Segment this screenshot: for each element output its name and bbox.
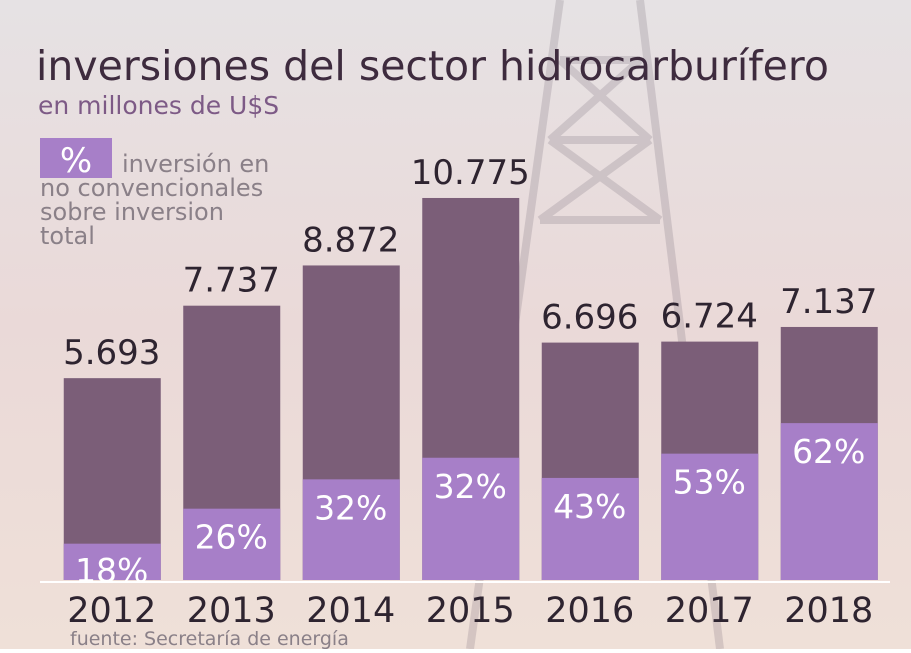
percent-label: 43% (553, 487, 626, 526)
chart-title: inversiones del sector hidrocarburífero (36, 42, 829, 90)
value-label: 10.775 (411, 153, 530, 193)
x-tick-label: 2017 (665, 591, 754, 631)
x-tick-label: 2012 (67, 591, 156, 631)
x-tick-label: 2015 (426, 591, 515, 631)
percent-label: 26% (195, 518, 268, 557)
percent-label: 32% (314, 488, 387, 527)
legend-line: total (40, 222, 95, 250)
percent-label: 62% (792, 432, 865, 471)
percent-label: 32% (434, 467, 507, 506)
source: fuente: Secretaría de energía (70, 628, 349, 649)
x-tick-label: 2014 (306, 591, 395, 631)
legend-line: no convencionales (40, 174, 263, 202)
bar-segment (302, 479, 400, 580)
bar-segment (422, 457, 520, 580)
legend-swatch (40, 138, 112, 178)
x-tick-label: 2016 (545, 591, 634, 631)
value-label: 7.137 (780, 282, 877, 322)
value-label: 5.693 (63, 333, 160, 373)
legend-line: inversión en (122, 150, 269, 178)
value-label: 7.737 (183, 261, 280, 301)
legend-line: sobre inversion (40, 198, 224, 226)
bar-segment (661, 453, 759, 580)
x-tick-label: 2018 (784, 591, 873, 631)
bar-segment (780, 423, 878, 580)
percent-label: 53% (673, 463, 746, 502)
chart-subtitle: en millones de U$S (38, 91, 279, 120)
value-label: 6.696 (541, 298, 638, 338)
value-label: 8.872 (302, 220, 399, 260)
bar-segment (183, 508, 281, 580)
value-label: 6.724 (661, 297, 758, 337)
bar-segment (63, 543, 161, 580)
x-tick-label: 2013 (187, 591, 276, 631)
percent-label: 18% (75, 551, 148, 590)
legend-symbol: % (60, 141, 92, 181)
bar-segment (541, 477, 639, 580)
